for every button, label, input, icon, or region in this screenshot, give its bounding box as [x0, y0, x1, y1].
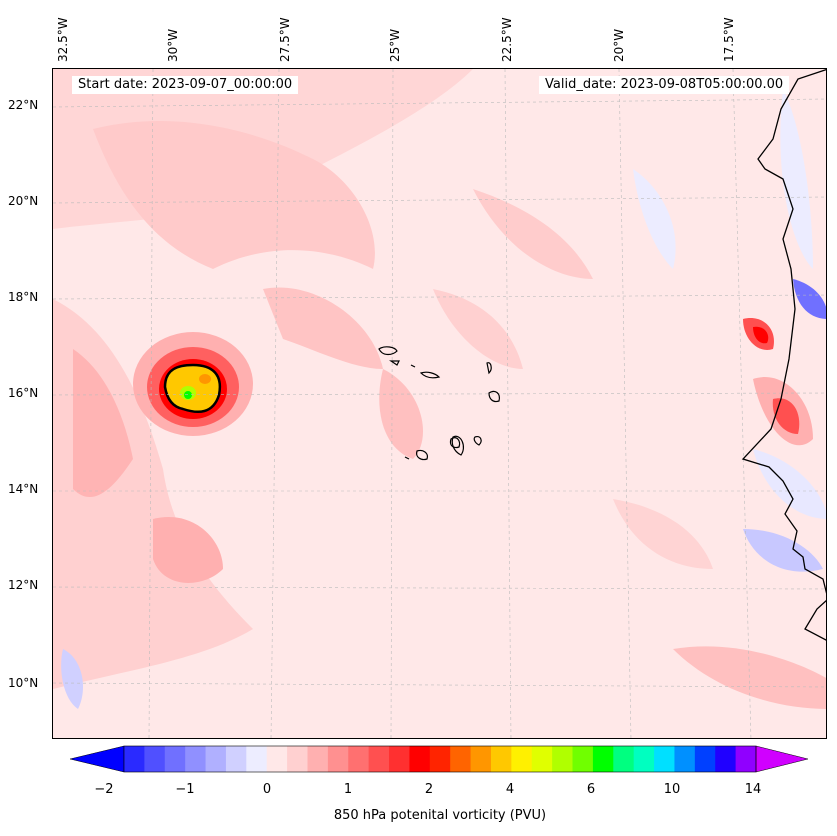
colorbar-bin: [511, 746, 533, 772]
colorbar-extend-min: [70, 745, 125, 773]
colorbar-bin: [450, 746, 472, 772]
colorbar: [70, 745, 809, 773]
lat-label: 14°N: [8, 482, 39, 496]
colorbar-bin: [694, 746, 716, 772]
colorbar-bin: [735, 746, 757, 772]
colorbar-tick-label: −2: [94, 782, 114, 797]
colorbar-extend-max: [755, 745, 809, 773]
colorbar-bin: [266, 746, 288, 772]
colorbar-bin: [470, 746, 492, 772]
lon-label: 32.5°W: [56, 17, 70, 62]
colorbar-tick-label: −1: [175, 782, 195, 797]
lon-label: 22.5°W: [500, 17, 514, 62]
lat-label: 18°N: [8, 290, 39, 304]
colorbar-title: 850 hPa potenital vorticity (PVU): [333, 808, 547, 823]
lon-label: 20°W: [612, 28, 626, 62]
colorbar-tick-label: 10: [663, 782, 681, 797]
colorbar-bin: [307, 746, 329, 772]
colorbar-bin: [185, 746, 207, 772]
colorbar-tick-label: 1: [343, 782, 353, 797]
graticule: [53, 69, 826, 738]
colorbar-bin: [613, 746, 635, 772]
colorbar-tick-label: 14: [744, 782, 762, 797]
colorbar-tick-label: 4: [505, 782, 515, 797]
lat-label: 16°N: [8, 386, 39, 400]
colorbar-bin: [144, 746, 166, 772]
colorbar-tick-label: 2: [424, 782, 434, 797]
colorbar-bin: [674, 746, 696, 772]
colorbar-bin: [409, 746, 431, 772]
lon-label: 30°W: [166, 28, 180, 62]
colorbar-bin: [531, 746, 553, 772]
colorbar-bin: [124, 746, 145, 772]
colorbar-bin: [429, 746, 451, 772]
lat-label: 22°N: [8, 98, 39, 112]
colorbar-bin: [389, 746, 410, 772]
african-coastline: [741, 69, 826, 641]
lon-label: 25°W: [388, 28, 402, 62]
pv-field-map: [53, 69, 826, 738]
colorbar-tick-label: 6: [586, 782, 596, 797]
lat-label: 10°N: [8, 676, 39, 690]
cape-verde-islands: [378, 346, 500, 461]
colorbar-tick-label: 0: [262, 782, 272, 797]
lon-label: 27.5°W: [278, 17, 292, 62]
colorbar-bin: [633, 746, 655, 772]
colorbar-bin: [715, 746, 737, 772]
colorbar-bin: [327, 746, 349, 772]
colorbar-bin: [348, 746, 370, 772]
valid-date-label: Valid_date: 2023-09-08T05:00:00.00: [539, 76, 790, 94]
colorbar-bin: [572, 746, 594, 772]
lon-label: 17.5°W: [722, 17, 736, 62]
map-panel: [52, 68, 827, 739]
colorbar-bin: [246, 746, 268, 772]
pv-shading: [53, 69, 826, 709]
colorbar-bin: [368, 746, 390, 772]
colorbar-bin: [654, 746, 675, 772]
colorbar-bin: [205, 746, 227, 772]
colorbar-bin: [225, 746, 247, 772]
vortex-core: [133, 332, 253, 436]
colorbar-outline: [123, 745, 757, 773]
start-date-label: Start date: 2023-09-07_00:00:00: [72, 76, 299, 94]
lat-label: 12°N: [8, 578, 39, 592]
colorbar-bin: [592, 746, 614, 772]
colorbar-bin: [552, 746, 574, 772]
colorbar-bin: [490, 746, 512, 772]
colorbar-bin: [287, 746, 308, 772]
lat-label: 20°N: [8, 194, 39, 208]
colorbar-bin: [164, 746, 186, 772]
